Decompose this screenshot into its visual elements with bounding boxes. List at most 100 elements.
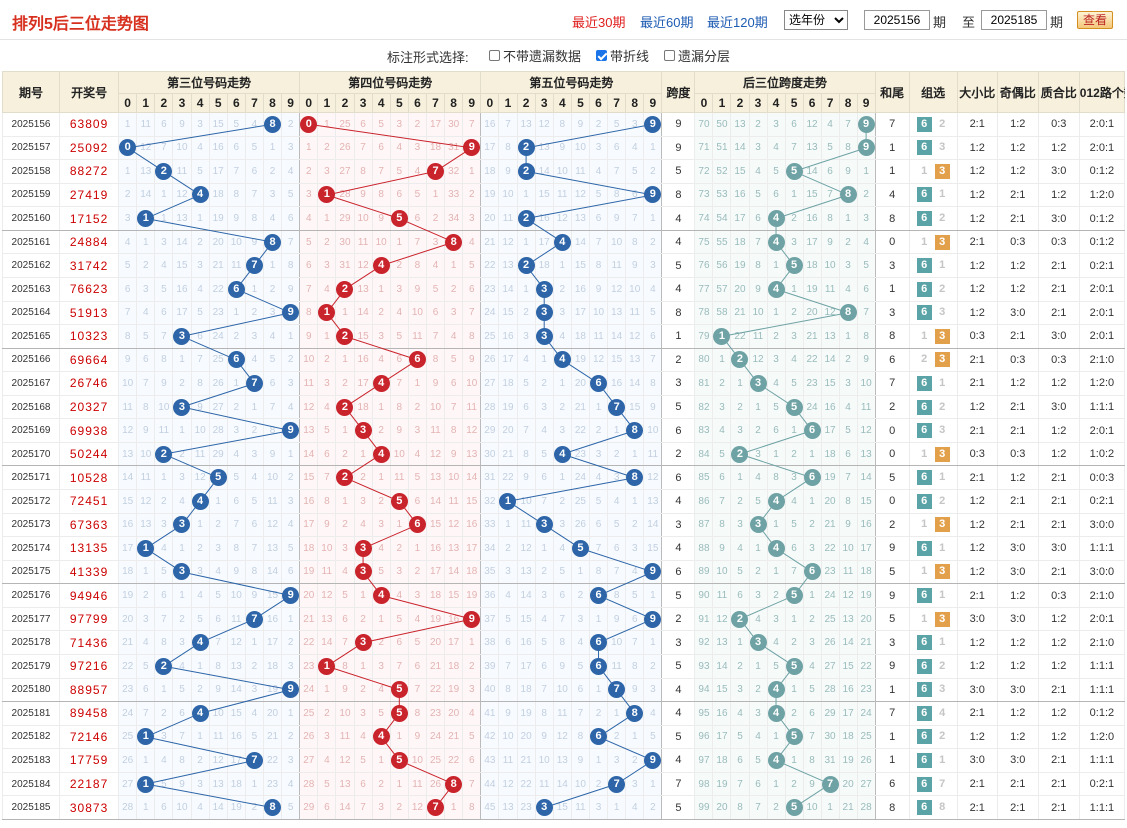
- trend-cell: 4: [766, 677, 786, 703]
- year-select[interactable]: 选年份: [784, 10, 848, 30]
- number-ball: 2: [336, 280, 354, 298]
- option-layered[interactable]: 遗漏分层: [664, 46, 730, 65]
- trend-cell: 2: [748, 112, 768, 137]
- option-no-miss[interactable]: 不带遗漏数据: [489, 46, 581, 65]
- trend-cell: 9: [118, 347, 138, 373]
- trend-cell: 28: [480, 394, 500, 420]
- period-30-link[interactable]: 最近30期: [572, 15, 626, 30]
- trend-cell: 8: [534, 701, 554, 726]
- group-three-badge: 1: [939, 471, 946, 484]
- trend-cell: 14: [317, 630, 337, 655]
- prime-comp-cell: 3:0: [1037, 206, 1080, 231]
- trend-cell: 2: [190, 229, 210, 255]
- trend-cell: 5: [425, 276, 446, 302]
- trend-cell: 12: [299, 394, 319, 420]
- checkbox-checked-icon[interactable]: [596, 50, 607, 61]
- trend-cell: 11: [335, 724, 355, 750]
- trend-cell: 2: [208, 512, 228, 538]
- trend-cell: 5: [190, 606, 210, 632]
- trend-cell: 13: [353, 276, 373, 302]
- trend-cell: 16: [856, 512, 876, 538]
- trend-cell: 7: [389, 653, 409, 679]
- trend-cell: 17: [444, 630, 464, 655]
- trend-cell: 45: [480, 795, 500, 820]
- trend-cell: 6: [154, 583, 174, 608]
- issue-cell: 2025161: [2, 229, 61, 255]
- trend-cell: 7: [317, 465, 337, 490]
- trend-cell: 3: [172, 394, 192, 420]
- trend-cell: 5: [516, 371, 536, 396]
- span-cell: 4: [661, 229, 696, 255]
- trend-cell: 13: [643, 489, 663, 514]
- group-six-badge: 6: [916, 281, 932, 297]
- trend-cell: 4: [190, 135, 210, 161]
- trend-cell: 7: [244, 253, 264, 278]
- trend-cell: 19: [838, 748, 858, 773]
- trend-cell: 17: [534, 229, 554, 255]
- table-row: 2025183 17759 26 1 4 8 2 12 17 7 22 3 27 4 12 5 1 5 10 25 22…: [2, 748, 1125, 773]
- trend-cell: 2: [534, 371, 554, 396]
- prime-comp-cell: 3:0: [1037, 159, 1080, 184]
- number-ball: 4: [191, 492, 209, 510]
- trend-cell: 6: [154, 300, 174, 326]
- number-ball: 9: [644, 115, 662, 133]
- trend-cell: 12: [625, 324, 645, 349]
- road012-cell: 1:1:1: [1078, 677, 1125, 703]
- group-three-badge: 4: [939, 706, 946, 719]
- trend-cell: 22: [730, 324, 750, 349]
- trend-cell: 17: [570, 300, 590, 326]
- trend-cell: 9: [389, 418, 409, 443]
- period-60-link[interactable]: 最近60期: [640, 15, 694, 30]
- trend-cell: 1: [784, 606, 804, 632]
- trend-cell: 3: [154, 724, 174, 750]
- group-three-badge: 3: [934, 234, 950, 250]
- group-cell: 6 3: [908, 418, 958, 443]
- trend-cell: 17: [730, 206, 750, 231]
- trend-cell: 5: [226, 465, 246, 490]
- table-row: 2025164 51913 7 4 6 17 5 23 1 2 3 9 8 1 1 14 2 4 10 6 3 7 24 15…: [2, 300, 1125, 326]
- trend-cell: 14: [552, 771, 572, 797]
- trend-cell: 1: [136, 229, 156, 255]
- trend-cell: 4: [371, 724, 391, 750]
- option-with-line[interactable]: 带折线: [596, 46, 649, 65]
- trend-cell: 32: [444, 159, 464, 184]
- trend-cell: 1: [335, 300, 355, 326]
- trend-cell: 1: [317, 206, 337, 231]
- trend-cell: 25: [118, 724, 138, 750]
- trend-cell: 10: [462, 371, 482, 396]
- trend-cell: 5: [643, 724, 663, 750]
- period-120-link[interactable]: 最近120期: [707, 15, 768, 30]
- trend-cell: 6: [730, 748, 750, 773]
- trend-cell: 6: [856, 276, 876, 302]
- group-six-badge: 6: [916, 493, 932, 509]
- road012-cell: 1:1:1: [1078, 536, 1125, 561]
- award-number-cell: 10323: [59, 324, 120, 349]
- trend-cell: 12: [208, 748, 228, 773]
- trend-cell: 4: [335, 559, 355, 585]
- trend-cell: 58: [712, 300, 732, 326]
- to-issue-input[interactable]: [981, 10, 1047, 30]
- trend-cell: 2: [226, 324, 246, 349]
- checkbox-icon[interactable]: [664, 50, 675, 61]
- trend-cell: 13: [136, 512, 156, 538]
- from-issue-input[interactable]: [864, 10, 930, 30]
- trend-cell: 1: [154, 182, 174, 208]
- number-ball: 1: [318, 304, 336, 322]
- query-button[interactable]: 查看: [1077, 11, 1113, 29]
- header-big-small: 大小比: [956, 71, 998, 113]
- trend-cell: 5: [118, 253, 138, 278]
- trend-cell: 8: [498, 135, 518, 161]
- trend-cell: 2: [335, 441, 355, 467]
- checkbox-icon[interactable]: [489, 50, 500, 61]
- trend-cell: 14: [838, 630, 858, 655]
- trend-cell: 21: [570, 394, 590, 420]
- number-ball: 6: [408, 351, 426, 369]
- trend-cell: 83: [694, 418, 714, 443]
- trend-cell: 19: [208, 206, 228, 231]
- trend-cell: 13: [262, 536, 283, 561]
- trend-cell: 6: [766, 182, 786, 208]
- trend-cell: 7: [730, 771, 750, 797]
- trend-cell: 1: [712, 324, 732, 349]
- trend-cell: 2: [588, 701, 609, 726]
- trend-cell: 9: [534, 724, 554, 750]
